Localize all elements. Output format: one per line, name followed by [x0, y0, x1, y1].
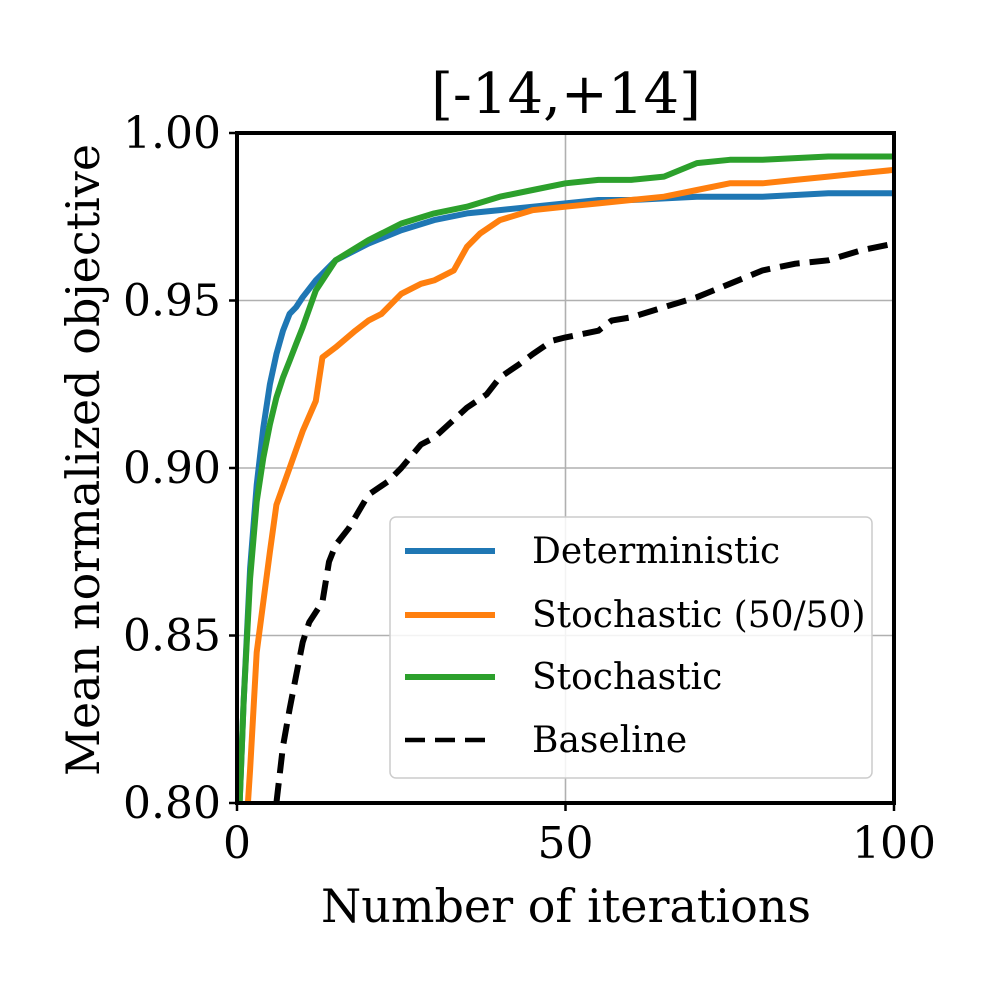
legend-label: Deterministic: [532, 531, 780, 572]
legend-label: Baseline: [532, 720, 687, 761]
x-tick-label: 50: [538, 818, 594, 869]
y-tick-label: 0.90: [123, 443, 221, 494]
chart-title: [-14,+14]: [431, 62, 701, 127]
y-axis-label: Mean normalized objective: [56, 144, 110, 776]
series-line-stochastic-50-50: [244, 166, 894, 803]
legend-label: Stochastic: [532, 657, 722, 698]
series-line-baseline: [273, 240, 894, 803]
x-tick-label: 0: [223, 818, 251, 869]
y-tick-label: 1.00: [123, 108, 221, 159]
y-tick-label: 0.80: [123, 778, 221, 829]
legend: Deterministic Stochastic (50/50) Stochasti…: [389, 516, 873, 779]
x-axis-label: Number of iterations: [321, 879, 811, 933]
plot-area: [237, 153, 894, 803]
x-tick-label: 100: [852, 818, 936, 869]
y-tick-label: 0.85: [123, 611, 221, 662]
axis-ticks: 0 50 100 0.80 0.85 0.90 0.95 1.00: [123, 108, 936, 869]
y-tick-label: 0.95: [123, 276, 221, 327]
series-line-stochastic: [237, 153, 894, 803]
legend-label: Stochastic (50/50): [532, 595, 866, 636]
legend-box: [389, 516, 873, 779]
